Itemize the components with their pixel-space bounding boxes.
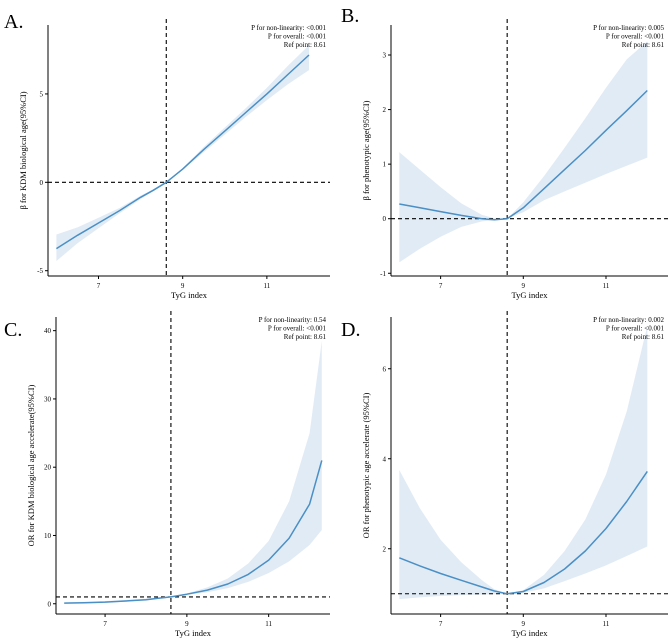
- y-tick-label: 30: [44, 395, 52, 403]
- y-axis-title: β for phenotypic age(95%CI): [361, 100, 371, 200]
- y-axis-title: OR for KDM biological age accelerate(95%…: [26, 384, 36, 546]
- fitted-curve: [64, 460, 323, 604]
- x-axis-title: TyG index: [175, 628, 212, 638]
- x-tick-label: 11: [263, 282, 270, 290]
- y-tick-label: 20: [44, 464, 52, 472]
- y-tick-label: 10: [44, 532, 52, 540]
- x-tick-label: 7: [97, 282, 101, 290]
- stat-annotation: Ref point: 8.61: [622, 333, 665, 341]
- confidence-band: [56, 45, 310, 261]
- confidence-band: [399, 326, 648, 600]
- x-tick-label: 11: [603, 620, 610, 628]
- panel-letter: D.: [341, 319, 360, 341]
- panel-letter: C.: [4, 319, 22, 341]
- x-tick-label: 9: [185, 620, 189, 628]
- x-tick-label: 9: [181, 282, 185, 290]
- confidence-band: [64, 340, 322, 604]
- x-tick-label: 7: [439, 620, 443, 628]
- stat-annotation: P for non-linearity: 0.005: [593, 24, 664, 32]
- fitted-curve: [399, 89, 648, 221]
- panel-letter: A.: [4, 11, 23, 33]
- y-tick-label: 2: [383, 545, 387, 553]
- x-axis-title: TyG index: [512, 290, 549, 300]
- x-tick-label: 11: [265, 620, 272, 628]
- stat-annotation: Ref point: 8.61: [284, 333, 327, 341]
- y-tick-label: 3: [383, 52, 387, 60]
- stat-annotation: P for non-linearity: <0.001: [251, 24, 326, 32]
- stat-annotation: P for overall: <0.001: [606, 33, 665, 41]
- y-tick-label: 0: [383, 215, 387, 223]
- y-tick-label: 1: [383, 161, 387, 169]
- panel-letter: B.: [341, 5, 359, 27]
- x-axis-title: TyG index: [512, 628, 549, 638]
- panel-c: 7 9 11 0 10 20 30 40 TyG index OR for KDM biologi…: [4, 311, 330, 638]
- stat-annotation: P for overall: <0.001: [268, 33, 327, 41]
- x-axis-title: TyG index: [171, 290, 208, 300]
- x-tick-label: 9: [522, 282, 526, 290]
- y-tick-label: -5: [37, 267, 43, 275]
- stat-annotation: P for non-linearity: 0.54: [259, 316, 327, 324]
- stat-annotation: P for non-linearity: 0.002: [593, 316, 664, 324]
- y-tick-label: 5: [40, 90, 44, 98]
- panel-a: 7 9 11 -5 0 5 TyG index β for KDM biological ag…: [4, 11, 330, 300]
- panel-d: 7 9 11 2 4 6 TyG index OR for phenotypic age ac…: [341, 311, 668, 638]
- y-tick-label: 0: [40, 179, 44, 187]
- y-tick-label: 0: [48, 600, 52, 608]
- x-tick-label: 7: [439, 282, 443, 290]
- y-tick-label: 2: [383, 106, 387, 114]
- x-tick-label: 7: [103, 620, 107, 628]
- confidence-band: [399, 41, 648, 263]
- y-tick-label: -1: [380, 270, 386, 278]
- fitted-curve: [56, 54, 310, 250]
- y-tick-label: 4: [383, 455, 387, 463]
- stat-annotation: Ref point: 8.61: [284, 41, 327, 49]
- stat-annotation: P for overall: <0.001: [268, 325, 327, 333]
- stat-annotation: Ref point: 8.61: [622, 41, 665, 49]
- x-tick-label: 11: [603, 282, 610, 290]
- fitted-curve: [399, 470, 648, 595]
- y-axis-title: β for KDM biological age(95%CI): [18, 91, 28, 209]
- y-axis-title: OR for phenotypic age accelerate (95%CI): [361, 393, 371, 539]
- y-tick-label: 6: [383, 365, 387, 373]
- panel-b: 7 9 11 -1 0 1 2 3 TyG index β for phenotypic age(…: [341, 5, 668, 300]
- stat-annotation: P for overall: <0.001: [606, 325, 665, 333]
- x-tick-label: 9: [522, 620, 526, 628]
- y-tick-label: 40: [44, 327, 52, 335]
